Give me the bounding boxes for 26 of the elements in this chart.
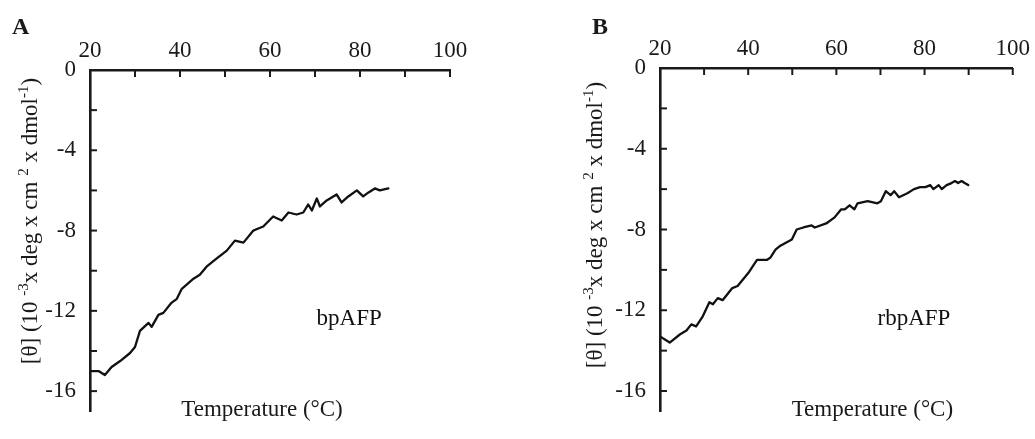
y-tick-label: 0 — [64, 56, 76, 82]
x-tick-label: 60 — [258, 37, 282, 63]
text: rbpAFP — [877, 304, 951, 330]
y-tick-label: -4 — [56, 136, 77, 162]
x-axis-title: Temperature (°C) — [181, 396, 343, 422]
x-tick-label: 20 — [648, 35, 672, 61]
x-tick-label: 60 — [824, 35, 848, 61]
y-tick-label: -8 — [626, 215, 646, 241]
x-tick-label: 40 — [736, 35, 760, 61]
chart-title: A — [12, 13, 30, 39]
chart-title: B — [592, 13, 609, 39]
x-tick-label: 40 — [168, 37, 192, 63]
y-tick-label: -16 — [615, 377, 646, 403]
y-tick-label: -16 — [45, 377, 76, 403]
x-tick-label: 80 — [348, 37, 372, 63]
x-tick-label: 20 — [78, 37, 102, 63]
x-axis-title: Temperature (°C) — [791, 396, 954, 422]
x-tick-label: 80 — [913, 35, 937, 61]
y-tick-label: -12 — [615, 296, 646, 322]
x-tick-label: 100 — [432, 37, 468, 63]
text: bpAFP — [316, 305, 382, 331]
y-tick-label: -12 — [45, 296, 76, 322]
y-tick-label: -4 — [626, 134, 647, 160]
y-tick-label: 0 — [634, 54, 646, 80]
y-tick-label: -8 — [56, 216, 76, 242]
x-tick-label: 100 — [995, 35, 1030, 61]
